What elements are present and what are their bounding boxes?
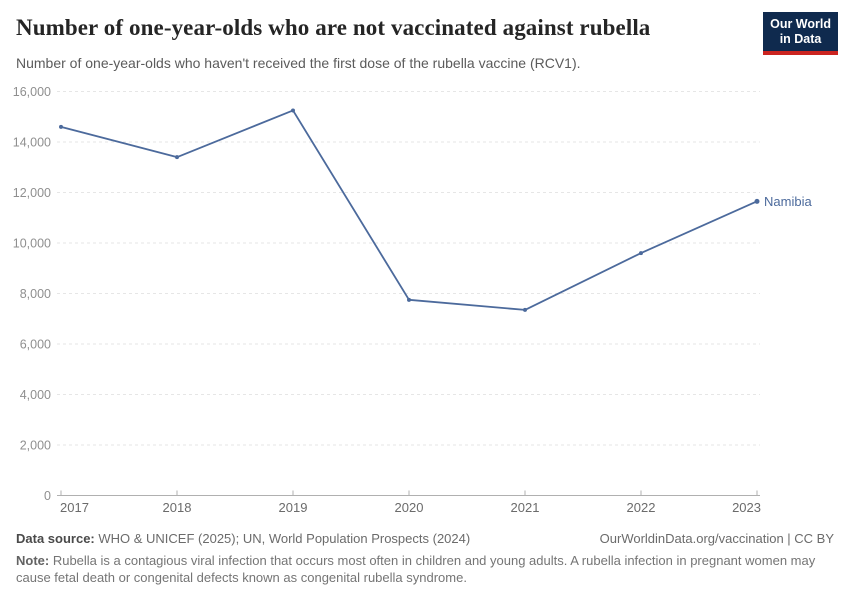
chart-subtitle: Number of one-year-olds who haven't rece…	[16, 55, 581, 71]
y-axis-tick-label: 10,000	[13, 237, 51, 251]
y-axis-tick-label: 2,000	[20, 439, 51, 453]
data-point[interactable]	[291, 108, 295, 113]
y-axis-tick-label: 4,000	[20, 388, 51, 402]
x-axis-tick-label: 2017	[60, 500, 89, 515]
y-axis-tick-label: 12,000	[13, 186, 51, 200]
y-axis-tick-label: 6,000	[20, 338, 51, 352]
data-point[interactable]	[175, 155, 179, 160]
data-source: Data source: WHO & UNICEF (2025); UN, Wo…	[16, 530, 470, 547]
x-axis-tick-label: 2019	[279, 500, 308, 515]
footer-sources-row: Data source: WHO & UNICEF (2025); UN, Wo…	[16, 530, 834, 547]
data-point[interactable]	[754, 198, 760, 204]
data-point[interactable]	[523, 307, 527, 312]
footer-note-label: Note:	[16, 553, 50, 568]
data-point[interactable]	[639, 251, 643, 256]
page-title: Number of one-year-olds who are not vacc…	[16, 15, 651, 40]
y-axis-tick-label: 0	[44, 489, 51, 503]
owid-logo-line1: Our World	[770, 17, 831, 31]
y-axis-tick-label: 14,000	[13, 136, 51, 150]
y-axis-tick-label: 16,000	[13, 85, 51, 99]
owid-logo-line2: in Data	[779, 32, 822, 46]
license-link[interactable]: OurWorldinData.org/vaccination | CC BY	[599, 531, 834, 546]
footer-note: Note: Rubella is a contagious viral infe…	[16, 552, 834, 586]
x-axis-tick-label: 2018	[163, 500, 192, 515]
x-axis-tick-label: 2020	[395, 500, 424, 515]
x-axis-tick-label: 2023	[732, 500, 761, 515]
data-source-text: WHO & UNICEF (2025); UN, World Populatio…	[94, 531, 471, 546]
footer-note-text: Rubella is a contagious viral infection …	[16, 553, 816, 585]
data-point[interactable]	[59, 124, 63, 129]
data-series-line	[60, 109, 758, 311]
line-chart: 0 2,000 4,000 6,000 8,000 10,000 12,000 14,000 1…	[13, 85, 813, 515]
chart-footer: Data source: WHO & UNICEF (2025); UN, Wo…	[16, 530, 834, 586]
series-label[interactable]: Namibia	[764, 194, 812, 209]
x-axis-tick-label: 2022	[627, 500, 656, 515]
x-axis-tick-label: 2021	[511, 500, 540, 515]
data-point[interactable]	[407, 297, 411, 302]
y-axis-tick-label: 8,000	[20, 287, 51, 301]
owid-logo[interactable]: Our World in Data	[763, 12, 838, 55]
data-source-label: Data source:	[16, 531, 95, 546]
